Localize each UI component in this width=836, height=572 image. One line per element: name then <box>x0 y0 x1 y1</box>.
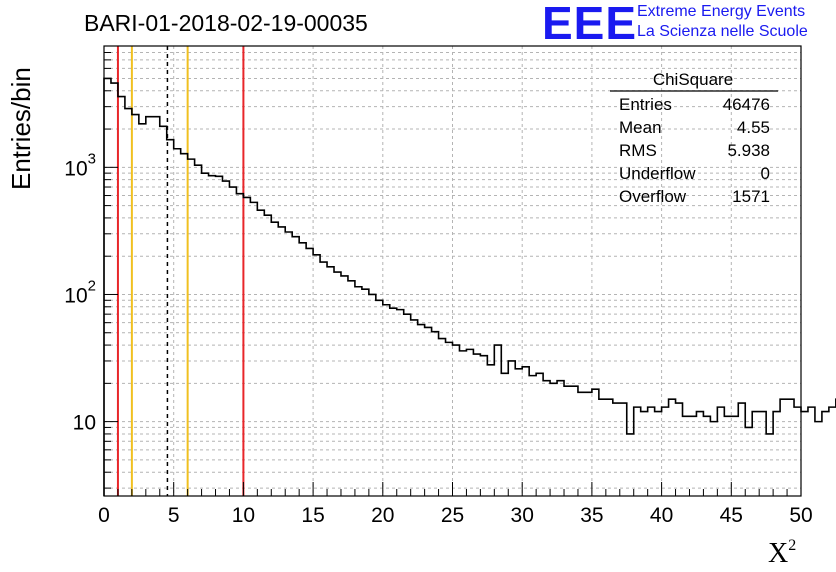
stats-row-value: 0 <box>761 164 770 183</box>
stats-row-label: Overflow <box>619 187 687 206</box>
stats-row-label: RMS <box>619 141 657 160</box>
y-tick-label: 10 <box>73 412 96 435</box>
x-tick-label: 15 <box>301 504 324 527</box>
x-axis-label: X2 <box>768 537 796 569</box>
eee-logo: EEE <box>542 0 638 49</box>
axis-ticks <box>103 45 802 496</box>
stats-row-label: Entries <box>619 95 672 114</box>
grid <box>103 45 802 496</box>
y-tick-label: 102 <box>64 277 96 307</box>
histogram-series-line <box>103 77 836 496</box>
stats-row-value: 4.55 <box>737 118 770 137</box>
x-tick-label: 10 <box>232 504 255 527</box>
x-tick-label: 45 <box>720 504 743 527</box>
x-tick-labels: 0 5 10 15 20 25 30 35 40 45 50 <box>98 504 813 527</box>
brand-line-2: La Scienza nelle Scuole <box>637 23 808 40</box>
reference-lines <box>116 46 245 496</box>
y-tick-label: 103 <box>64 150 96 180</box>
stats-row-value: 46476 <box>723 95 770 114</box>
stats-row-value: 5.938 <box>727 141 770 160</box>
stats-rows: Entries 46476 Mean 4.55 RMS 5.938 Underflow 0 Ov… <box>619 95 770 206</box>
x-tick-label: 40 <box>650 504 673 527</box>
stats-box: ChiSquare Entries 46476 Mean 4.55 RMS 5.938 Un… <box>610 70 778 206</box>
brand-line-1: Extreme Energy Events <box>637 3 806 20</box>
x-tick-label: 35 <box>580 504 603 527</box>
stats-title: ChiSquare <box>653 70 733 89</box>
stats-row-label: Mean <box>619 118 662 137</box>
x-tick-label: 20 <box>371 504 394 527</box>
stats-row-value: 1571 <box>732 187 770 206</box>
stats-row-label: Underflow <box>619 164 696 183</box>
x-tick-label: 0 <box>98 504 110 527</box>
x-tick-label: 50 <box>789 504 812 527</box>
y-tick-labels: 10 102 103 <box>64 150 96 434</box>
x-tick-label: 5 <box>168 504 180 527</box>
x-tick-label: 30 <box>511 504 534 527</box>
x-tick-label: 25 <box>441 504 464 527</box>
chart-title: BARI-01-2018-02-19-00035 <box>84 10 368 36</box>
